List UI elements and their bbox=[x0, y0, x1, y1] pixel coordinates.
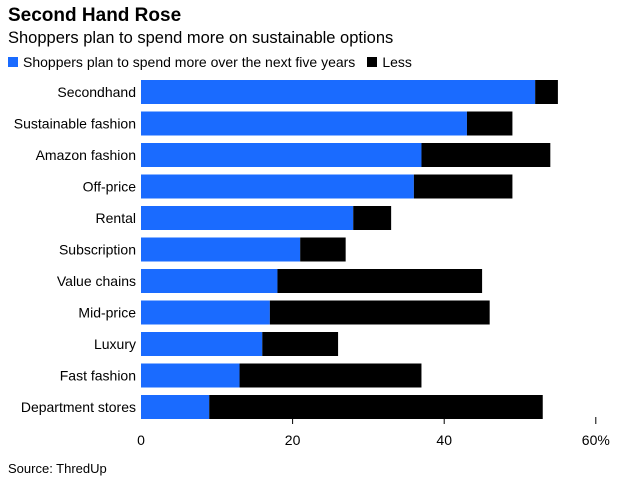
bar-more bbox=[141, 111, 467, 136]
chart-title: Second Hand Rose bbox=[8, 5, 182, 26]
x-tick-label: 60% bbox=[582, 432, 610, 448]
bar-less bbox=[421, 143, 551, 167]
bar-more bbox=[141, 363, 240, 388]
x-tick-label: 40 bbox=[436, 432, 452, 448]
chart-subtitle: Shoppers plan to spend more on sustainab… bbox=[8, 29, 394, 47]
legend-item-less: Less bbox=[367, 54, 412, 70]
source-note: Source: ThredUp bbox=[8, 461, 107, 476]
bar-more bbox=[141, 332, 263, 356]
x-tick-label: 20 bbox=[285, 432, 301, 448]
x-tick-label: 0 bbox=[137, 432, 145, 448]
category-label: Sustainable fashion bbox=[14, 116, 136, 132]
legend-swatch-more bbox=[8, 57, 18, 67]
bar-less bbox=[239, 363, 422, 388]
bar-more bbox=[141, 395, 210, 419]
category-label: Subscription bbox=[59, 242, 136, 258]
bar-more bbox=[141, 174, 414, 199]
category-label: Fast fashion bbox=[60, 368, 136, 384]
bar-more bbox=[141, 80, 536, 104]
bar-less bbox=[466, 111, 513, 136]
bar-more bbox=[141, 237, 301, 262]
bar-less bbox=[535, 80, 558, 104]
bar-less bbox=[300, 237, 346, 262]
bar-less bbox=[353, 206, 392, 230]
legend-label-more: Shoppers plan to spend more over the nex… bbox=[23, 54, 356, 70]
category-label: Value chains bbox=[57, 273, 136, 289]
bar-less bbox=[209, 395, 543, 419]
category-label: Mid-price bbox=[78, 305, 136, 321]
bar-less bbox=[262, 332, 339, 356]
legend-item-more: Shoppers plan to spend more over the nex… bbox=[8, 54, 355, 70]
category-label: Off-price bbox=[83, 179, 137, 195]
bar-less bbox=[277, 269, 483, 293]
category-label: Luxury bbox=[94, 336, 136, 352]
bar-more bbox=[141, 143, 422, 167]
legend-swatch-less bbox=[367, 57, 378, 67]
legend: Shoppers plan to spend more over the nex… bbox=[8, 54, 424, 70]
category-label: Amazon fashion bbox=[36, 147, 136, 163]
category-label: Department stores bbox=[21, 399, 136, 415]
bar-more bbox=[141, 206, 354, 230]
bar-more bbox=[141, 269, 278, 293]
category-label: Secondhand bbox=[57, 84, 136, 100]
bar-less bbox=[269, 300, 490, 325]
category-label: Rental bbox=[96, 210, 136, 226]
bar-more bbox=[141, 300, 270, 325]
bar-less bbox=[413, 174, 513, 199]
legend-label-less: Less bbox=[382, 54, 412, 70]
